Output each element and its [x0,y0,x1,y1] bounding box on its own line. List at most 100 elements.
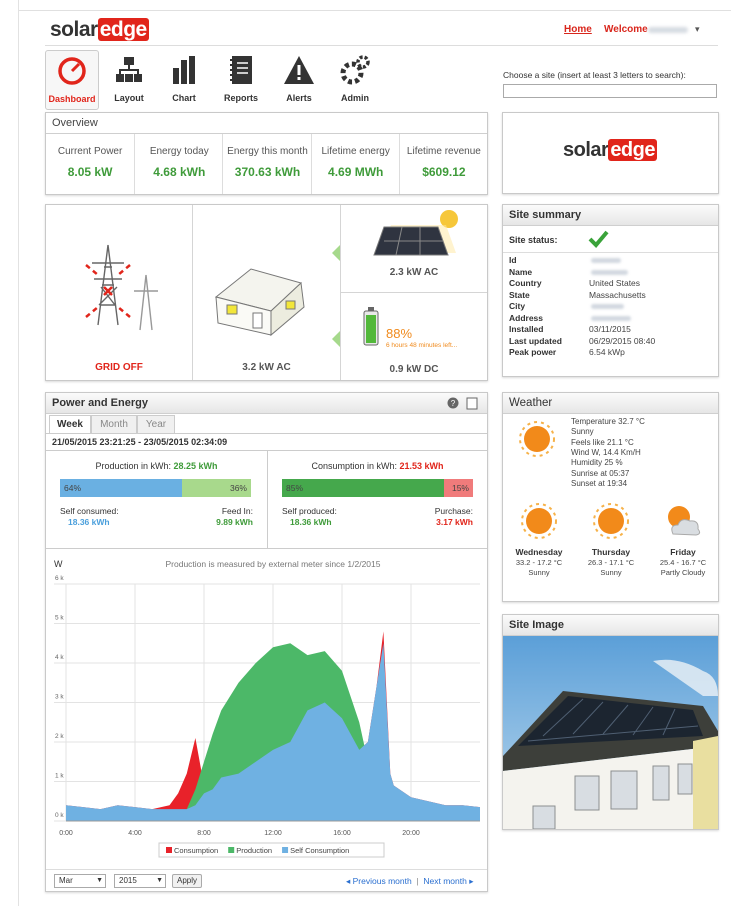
nav-item[interactable]: Alerts [273,50,325,108]
legend-swatch [166,847,172,853]
summary-label: Last updated [509,336,562,346]
nav-icon [168,54,200,86]
nav-label: Reports [211,93,271,103]
logo-left: solar [50,18,98,41]
production-summary: Production in kWh: 28.25 kWh 64%36% Self c… [46,451,267,547]
divider [503,252,718,253]
forecast-day: Wednesday [503,547,575,557]
overview-value: 4.68 kWh [135,165,223,179]
y-tick-label: 6 k [55,575,64,582]
nav-icon [225,54,257,86]
home-link[interactable]: Home [564,24,592,35]
nav-item[interactable]: Admin [329,50,381,108]
summary-value: United States [589,278,640,288]
summary-value: 6.54 kWp [589,347,625,357]
summary-value-blurred [591,270,628,275]
month: Mar [59,876,73,885]
forecast-condition: Sunny [503,568,575,577]
logo: solaredge [50,18,149,42]
nav-item[interactable]: Layout [103,50,155,108]
overview-value: $609.12 [400,165,488,179]
overview-items: Current Power8.05 kWEnergy today4.68 kWh… [46,134,487,194]
summary-head: Production in kWh: 28.25 kWh [46,461,267,471]
forecast-icon [591,501,631,541]
solar-power: 2.3 kW AC [341,267,487,278]
nav-icon [56,55,88,87]
forecast-range: 25.4 - 16.7 °C [647,558,719,567]
power-chart: WProduction is measured by external mete… [46,551,487,869]
summary-value-blurred [591,258,621,263]
tab[interactable]: Year [137,415,175,434]
summary-label: State [509,290,530,300]
flow-panel: GRID OFF 3.2 kW AC 2.3 kW AC 88% 6 hours… [45,204,488,381]
right-value: 9.89 kWh [216,517,253,527]
split-bar: 85%15% [282,479,473,497]
y-tick-label: 2 k [55,733,64,740]
year-select[interactable]: 2015▼ [114,874,166,888]
tab[interactable]: Week [49,415,91,434]
apply-button[interactable]: Apply [172,874,202,888]
forecast-range: 26.3 - 17.1 °C [575,558,647,567]
summary-head-total: 28.25 kWh [174,461,218,471]
weather-panel: Weather Temperature 32.7 °CSunnyFeels li… [502,392,719,602]
nav-item[interactable]: Chart [158,50,210,108]
search-input[interactable] [503,84,717,98]
legend-label: Production [236,846,272,855]
previous-month[interactable]: Previous month [353,876,412,886]
welcome[interactable]: Welcome [604,24,648,35]
page-edge [18,0,19,906]
weather-line: Sunny [571,427,594,436]
pager: ◂ Previous month | Next month ▸ [346,876,474,887]
status-check [587,229,609,249]
left-value: 18.36 kWh [68,517,110,527]
month-select[interactable]: Mar▼ [54,874,106,888]
summary-label: Installed [509,324,543,334]
tab[interactable]: Month [91,415,137,434]
y-tick-label: 3 k [55,694,64,701]
weather-line: Sunrise at 05:37 [571,469,629,478]
grid-status: GRID OFF [46,362,192,373]
weather-line: Wind W, 14.4 Km/H [571,448,641,457]
nav-item[interactable]: Dashboard [45,50,99,110]
x-tick-label: 16:00 [333,830,351,837]
tabs: WeekMonthYear [49,415,349,433]
grid-pylon [92,245,158,330]
nav-icon [113,54,145,86]
status-label: Site status: [509,235,558,245]
summary-value: 03/11/2015 [589,324,631,334]
panel-title: Site Image [503,615,718,636]
y-tick-label: 5 k [55,615,64,622]
forecast-condition: Sunny [575,568,647,577]
user-menu-caret[interactable]: ▾ [695,24,700,35]
left-label: Self consumed: [60,506,119,516]
summary-label: Peak power [509,347,556,357]
x-tick-label: 20:00 [402,830,420,837]
user-name-blurred [648,27,688,33]
panel-title: Power and Energy [46,393,487,414]
nav-label: Chart [154,93,214,103]
nav-item[interactable]: Reports [215,50,267,108]
split-bar: 64%36% [60,479,251,497]
x-tick-label: 0:00 [59,830,73,837]
panel-title: Overview [46,113,487,134]
legend-swatch [228,847,234,853]
panel-icons[interactable]: ? [446,396,482,410]
date-range: 21/05/2015 23:21:25 - 23/05/2015 02:34:0… [52,437,227,447]
overview-label: Lifetime revenue [400,146,488,157]
forecast-icon [519,501,559,541]
site-photo [503,636,718,829]
next-month[interactable]: Next month [423,876,466,886]
summary-label: Name [509,267,532,277]
x-tick-label: 4:00 [128,830,142,837]
overview-value: 4.69 MWh [312,165,400,179]
flow-graphics [46,205,487,380]
overview-label: Lifetime energy [312,146,400,157]
